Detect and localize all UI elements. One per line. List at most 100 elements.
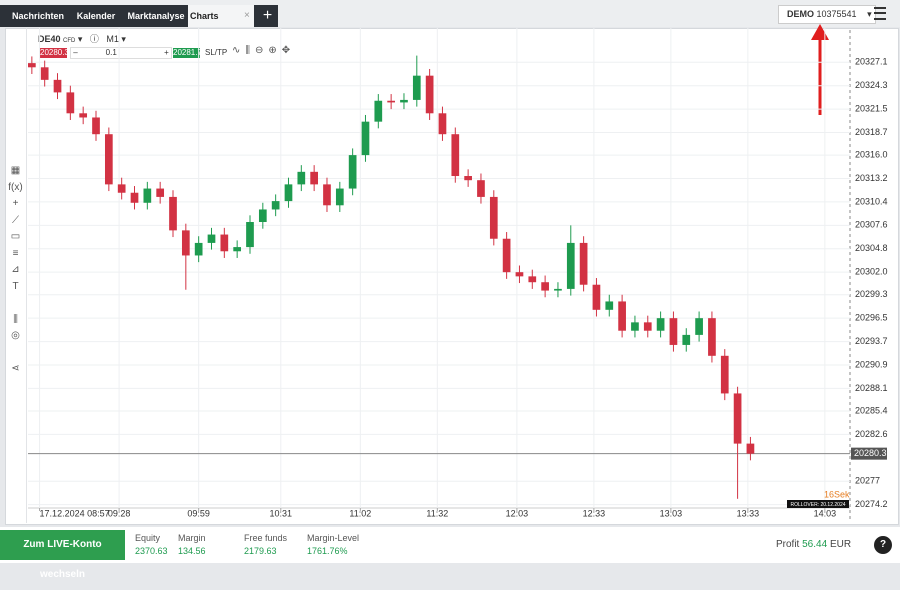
stat-label: Free funds — [244, 533, 288, 543]
candle-body — [656, 318, 665, 331]
y-tick-label: 20290.9 — [855, 359, 888, 369]
candle-body — [194, 242, 203, 256]
y-tick-label: 20316.0 — [855, 149, 888, 159]
candle-body — [143, 188, 152, 203]
candle-body — [117, 184, 126, 193]
help-button[interactable]: ? — [874, 536, 892, 554]
profit: Profit 56.44 EUR — [776, 539, 851, 550]
y-tick-label: 20282.6 — [855, 429, 888, 439]
add-tab[interactable]: + — [262, 7, 273, 24]
y-tick-label: 20285.4 — [855, 405, 888, 415]
candle-body — [335, 188, 344, 206]
profit-value: 56.44 — [802, 539, 828, 550]
grid — [28, 28, 850, 508]
y-tick-label: 20288.1 — [855, 383, 888, 393]
y-tick-label: 20327.1 — [855, 57, 888, 67]
x-tick-label: 10:31 — [270, 508, 293, 518]
candle-body — [541, 282, 549, 291]
x-tick-label: 11:32 — [426, 508, 448, 518]
y-tick-label: 20318.7 — [855, 127, 888, 137]
quantity-box[interactable]: –0.1 + — [70, 47, 172, 59]
x-tick-label: 13:03 — [660, 508, 683, 518]
x-tick-label: 12:33 — [583, 508, 606, 518]
stat-value: 2370.63 — [135, 546, 168, 556]
candle-body — [618, 301, 626, 331]
candle-body — [66, 92, 75, 114]
current-price-box — [851, 447, 887, 460]
candle-body — [566, 242, 575, 289]
symbol-type: CFD — [63, 38, 76, 44]
stat-label: Equity — [135, 533, 161, 543]
candle-body — [400, 99, 408, 103]
tab[interactable]: Kalender — [76, 11, 116, 21]
candle-body — [605, 301, 614, 310]
candle-body — [643, 322, 652, 331]
x-tick-label: 09:28 — [108, 508, 131, 518]
account-id: 10375541 — [816, 9, 857, 19]
stat-value: 2179.63 — [244, 546, 277, 556]
y-tick-label: 20293.7 — [855, 336, 888, 346]
page: Nachrichten Kalender Marktanalyse Charts… — [0, 5, 900, 580]
candle-body — [464, 176, 472, 181]
candle-body — [579, 242, 588, 285]
tab[interactable]: Charts — [190, 11, 219, 21]
account-selector[interactable]: DEMO 10375541 ▾ — [778, 5, 876, 24]
candle-body — [425, 75, 434, 114]
candle-body — [284, 184, 293, 202]
candle-body — [310, 171, 318, 185]
y-tick-label: 20307.6 — [855, 220, 888, 230]
candle-body — [156, 188, 165, 197]
candle-body — [104, 134, 113, 185]
sell-button[interactable]: 20280.3 — [40, 48, 69, 58]
y-tick-label: 20313.2 — [855, 173, 888, 183]
candle-body — [361, 121, 370, 156]
candle-body — [720, 355, 729, 394]
candle-body — [374, 100, 383, 122]
candle-body — [348, 155, 357, 189]
annotation-arrowhead — [811, 24, 829, 40]
candle-body — [246, 222, 254, 248]
stat-value: 134.56 — [178, 546, 206, 556]
candle-body — [733, 393, 742, 444]
x-tick-label: 11:02 — [349, 508, 371, 518]
symbol[interactable]: DE40 — [38, 34, 61, 44]
candle-body — [489, 196, 498, 239]
candle-body — [592, 284, 601, 310]
y-tick-label: 20296.5 — [855, 313, 888, 323]
chart-tools: ∿⫼⊖⊕✥ — [232, 45, 296, 56]
sltp[interactable]: SL/TP — [205, 48, 228, 57]
candle-body — [169, 196, 177, 231]
menu-icon[interactable] — [874, 7, 886, 20]
candle-body — [387, 100, 395, 103]
tab[interactable]: Marktanalyse — [127, 11, 185, 21]
candle-body — [297, 171, 306, 185]
candle-body — [631, 322, 639, 331]
quantity: 0.1 — [105, 48, 117, 57]
live-button[interactable]: Zum LIVE-Konto wechseln — [0, 530, 125, 580]
countdown: 16Sek — [824, 489, 850, 499]
x-tick-label: 12:03 — [506, 508, 529, 518]
current-price-label: 20280.3 — [854, 448, 887, 458]
tab[interactable]: Nachrichten — [11, 11, 64, 21]
y-tick-label: 20277 — [855, 476, 880, 486]
candle-body — [412, 75, 421, 100]
account-mode: DEMO — [787, 9, 814, 19]
candle-body — [695, 318, 703, 335]
chart: 20327.1 20324.3 20321.5 20318.7 20316.0 20313… — [28, 24, 888, 520]
buy-button[interactable]: 20281.7 — [173, 48, 202, 58]
active-tab[interactable] — [188, 5, 254, 27]
timeframe[interactable]: M1 — [106, 34, 119, 44]
y-tick-label: 20302.0 — [855, 267, 888, 277]
symbol-bar: DE40 CFD ▾ ⓘ M1 ▾ — [38, 34, 126, 44]
candle-body — [220, 234, 229, 252]
y-tick-label: 20321.5 — [855, 103, 888, 113]
candle-body — [708, 318, 716, 356]
candle-body — [271, 201, 280, 210]
tab-close[interactable]: × — [244, 10, 250, 21]
y-tick-label: 20304.8 — [855, 243, 888, 253]
y-tick-label: 20299.3 — [855, 289, 888, 299]
x-tick-label: 14:03 — [814, 508, 837, 518]
y-tick-label: 20274.2 — [855, 499, 888, 509]
x-tick-label: 17.12.2024 08:57 — [40, 508, 110, 518]
currency: EUR — [829, 539, 852, 550]
